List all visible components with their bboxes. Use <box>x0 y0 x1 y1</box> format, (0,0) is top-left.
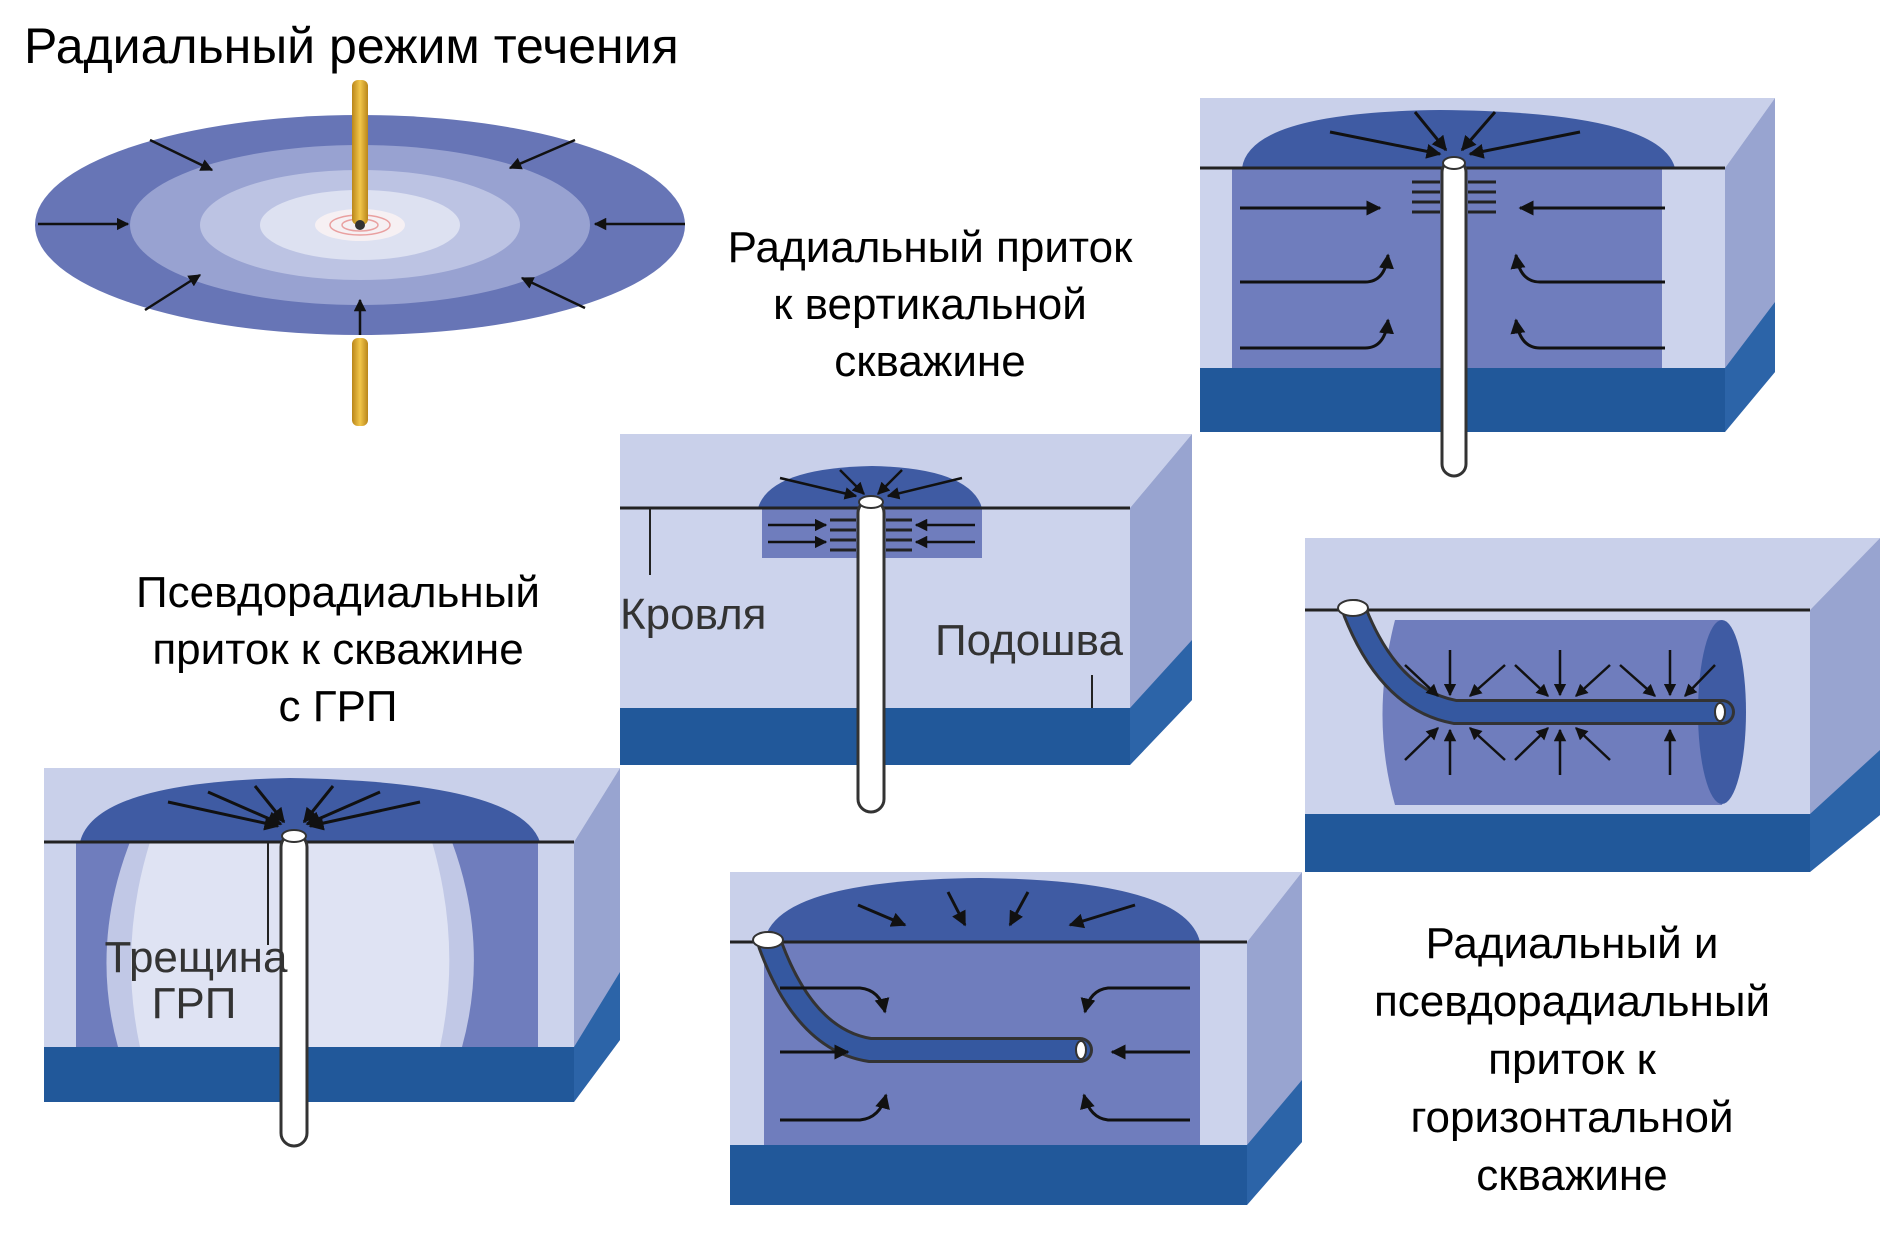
caption-horizontal-line1: Радиальный и <box>1426 919 1719 968</box>
caption-vertical-line1: Радиальный приток <box>728 223 1133 272</box>
vertical-well-block-icon <box>1200 98 1775 478</box>
disk-flow-icon <box>35 80 685 426</box>
label-fracture-line2: ГРП <box>152 979 237 1028</box>
title-radial-mode: Радиальный режим течения <box>24 18 679 74</box>
label-bottom: Подошва <box>935 616 1123 665</box>
well-rod-top <box>352 80 368 225</box>
horizontal-well-block-icon <box>1305 538 1880 872</box>
well-rod-bottom <box>352 338 368 426</box>
horizontal-well-lateral-block-icon <box>730 872 1302 1205</box>
caption-horizontal-line5: скважине <box>1476 1151 1667 1200</box>
roof-bottom-block-icon: Кровля Подошва <box>620 434 1192 814</box>
caption-frac-line1: Псевдорадиальный <box>136 568 540 617</box>
disk-flow-arrows <box>38 138 685 335</box>
caption-horizontal-line3: приток к <box>1488 1035 1656 1084</box>
caption-frac-line2: приток к скважине <box>152 625 523 674</box>
fractured-well-block-icon: Трещина ГРП <box>44 768 620 1148</box>
caption-vertical-line3: скважине <box>834 337 1025 386</box>
label-fracture-line1: Трещина <box>105 933 288 982</box>
caption-horizontal-line2: псевдорадиальный <box>1374 977 1770 1026</box>
caption-frac-line3: с ГРП <box>278 682 397 731</box>
caption-vertical-line2: к вертикальной <box>773 280 1087 329</box>
label-roof: Кровля <box>620 590 766 639</box>
caption-horizontal-line4: горизонтальной <box>1410 1093 1733 1142</box>
